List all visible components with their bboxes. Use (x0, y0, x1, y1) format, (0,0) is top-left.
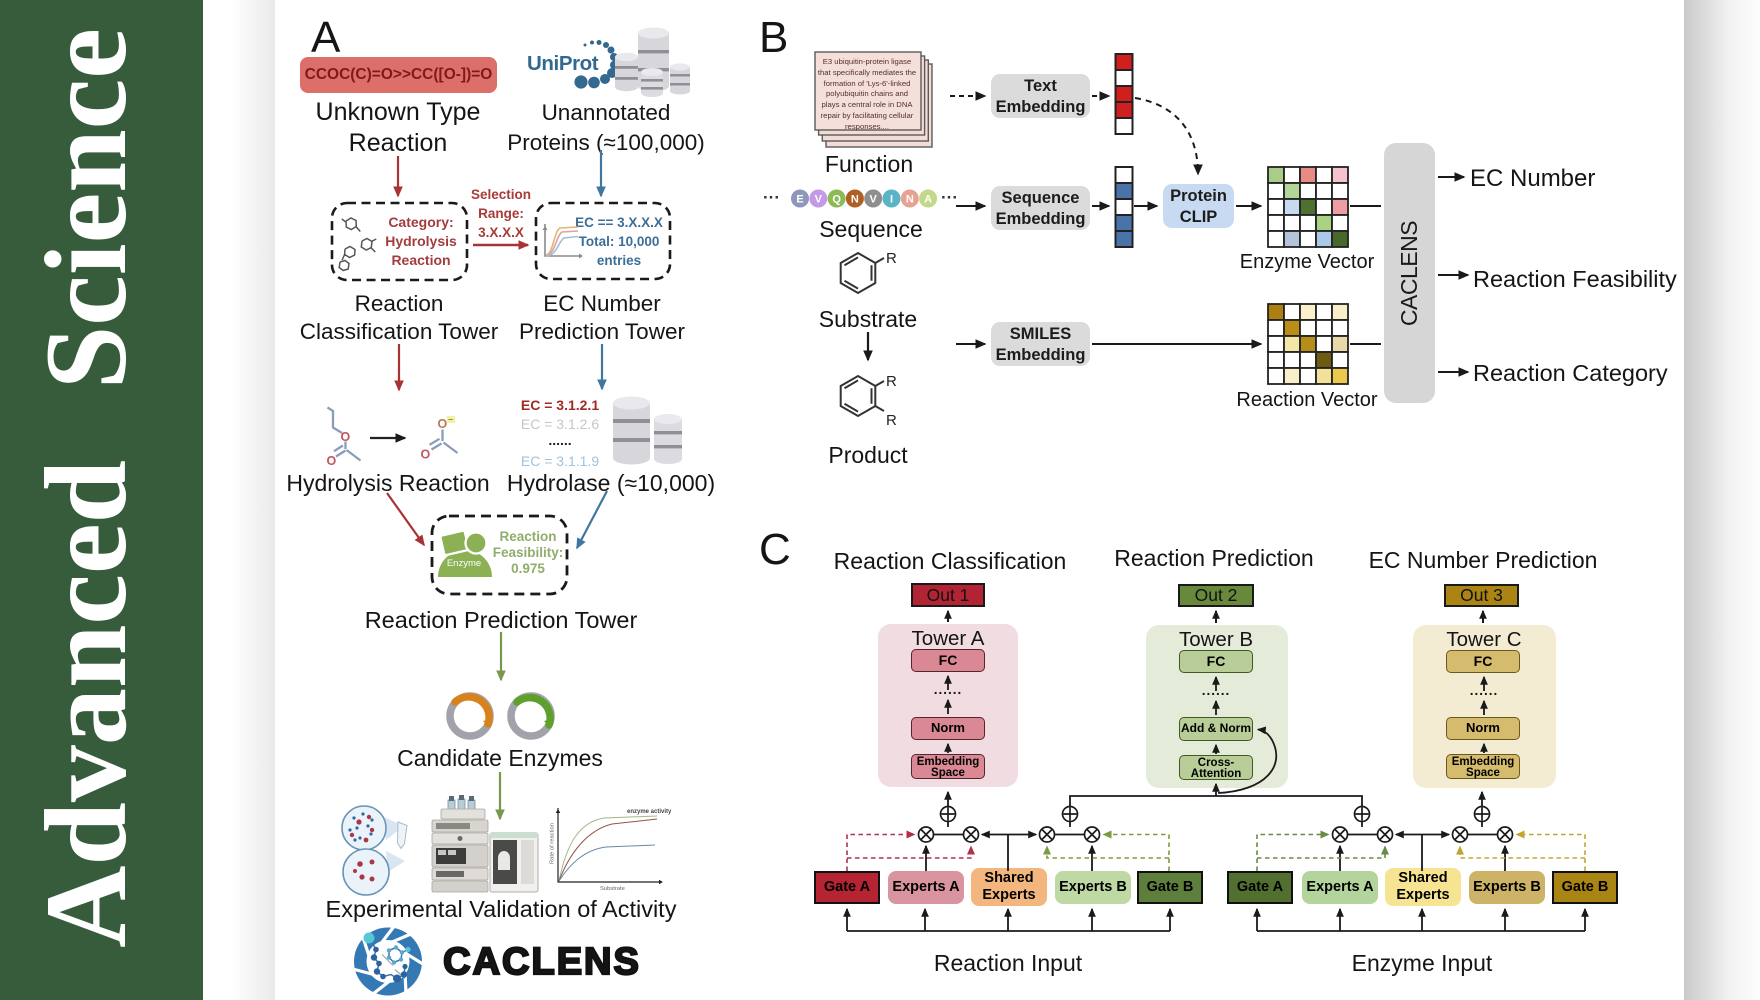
svg-text:O: O (327, 454, 337, 468)
svg-text:N: N (851, 194, 859, 206)
svg-text:···: ··· (763, 188, 780, 207)
svg-text:I: I (890, 194, 893, 206)
svg-text:enzyme activity: enzyme activity (627, 809, 672, 815)
svg-text:···: ··· (941, 188, 958, 207)
svg-text:A: A (924, 194, 932, 206)
svg-text:Enzyme: Enzyme (447, 558, 481, 569)
svg-text:V: V (870, 194, 878, 206)
svg-text:N: N (906, 194, 914, 206)
svg-text:R: R (886, 412, 897, 429)
svg-text:E: E (796, 194, 803, 206)
svg-text:O: O (438, 417, 448, 431)
svg-text:Rate of reaction: Rate of reaction (550, 823, 556, 864)
svg-text:R: R (886, 373, 897, 390)
svg-text:R: R (886, 250, 897, 267)
svg-text:O: O (421, 448, 431, 462)
svg-text:UniProt: UniProt (527, 52, 599, 75)
svg-text:Substrate: Substrate (600, 886, 625, 892)
svg-text:–: – (448, 414, 453, 424)
svg-text:Q: Q (832, 194, 841, 206)
svg-text:O: O (341, 430, 351, 444)
svg-text:V: V (815, 194, 823, 206)
